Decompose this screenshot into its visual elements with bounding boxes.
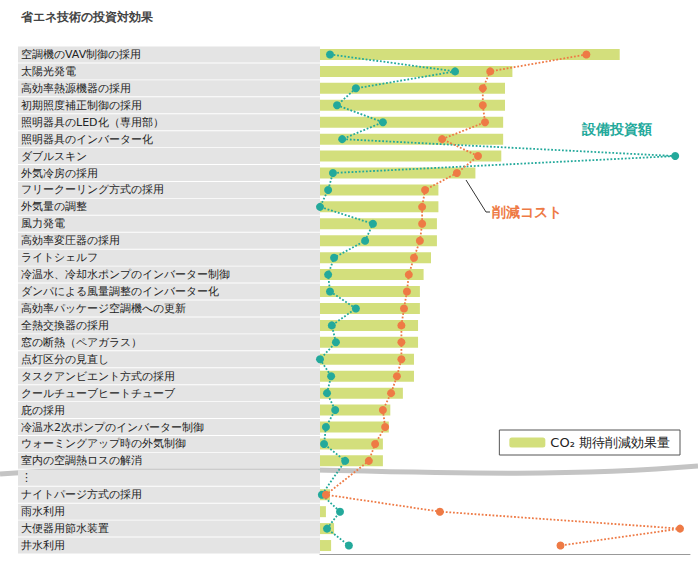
svg-text:ライトシェルフ: ライトシェルフ <box>21 251 98 264</box>
svg-text:太陽光発電: 太陽光発電 <box>21 65 76 78</box>
svg-text:ダンパによる風量調整のインバーター化: ダンパによる風量調整のインバーター化 <box>21 285 219 298</box>
svg-text:窓の断熱（ペアガラス）: 窓の断熱（ペアガラス） <box>21 336 142 349</box>
svg-text:ナイトパージ方式の採用: ナイトパージ方式の採用 <box>21 488 142 501</box>
svg-text:高効率変圧器の採用: 高効率変圧器の採用 <box>21 234 120 247</box>
svg-text:CO₂ 期待削減効果量: CO₂ 期待削減効果量 <box>550 435 670 450</box>
svg-text:空調機のVAV制御の採用: 空調機のVAV制御の採用 <box>21 48 141 61</box>
svg-text:クールチューブヒートチューブ: クールチューブヒートチューブ <box>21 387 176 400</box>
svg-text:井水利用: 井水利用 <box>21 539 65 552</box>
svg-text:初期照度補正制御の採用: 初期照度補正制御の採用 <box>21 99 142 112</box>
svg-text:ダブルスキン: ダブルスキン <box>21 150 87 163</box>
svg-text:点灯区分の見直し: 点灯区分の見直し <box>21 353 109 366</box>
svg-text:照明器具のLED化（専用部）: 照明器具のLED化（専用部） <box>21 116 164 129</box>
svg-text:削減コスト: 削減コスト <box>491 204 562 220</box>
svg-text:風力発電: 風力発電 <box>21 217 65 230</box>
svg-text:冷温水2次ポンプのインバーター制御: 冷温水2次ポンプのインバーター制御 <box>21 421 204 434</box>
svg-text:タスクアンビエント方式の採用: タスクアンビエント方式の採用 <box>21 370 175 383</box>
svg-text:全熱交換器の採用: 全熱交換器の採用 <box>21 319 109 332</box>
svg-text:照明器具のインバーター化: 照明器具のインバーター化 <box>21 133 153 146</box>
svg-text:冷温水、冷却水ポンプのインバーター制御: 冷温水、冷却水ポンプのインバーター制御 <box>21 268 230 281</box>
svg-text:⋮: ⋮ <box>21 471 32 484</box>
svg-text:大便器用節水装置: 大便器用節水装置 <box>21 522 109 535</box>
svg-text:高効率熱源機器の採用: 高効率熱源機器の採用 <box>21 82 131 95</box>
svg-text:フリークーリング方式の採用: フリークーリング方式の採用 <box>21 183 164 196</box>
svg-text:設備投資額: 設備投資額 <box>581 121 652 137</box>
svg-text:外気冷房の採用: 外気冷房の採用 <box>21 167 98 180</box>
svg-text:省エネ技術の投資対効果: 省エネ技術の投資対効果 <box>20 10 154 24</box>
svg-text:庇の採用: 庇の採用 <box>21 404 65 417</box>
svg-text:室内の空調熱ロスの解消: 室内の空調熱ロスの解消 <box>21 454 142 467</box>
svg-text:高効率パッケージ空調機への更新: 高効率パッケージ空調機への更新 <box>21 302 186 315</box>
svg-text:雨水利用: 雨水利用 <box>21 505 65 518</box>
svg-text:ウォーミングアップ時の外気制御: ウォーミングアップ時の外気制御 <box>21 437 186 450</box>
svg-text:外気量の調整: 外気量の調整 <box>21 200 87 213</box>
